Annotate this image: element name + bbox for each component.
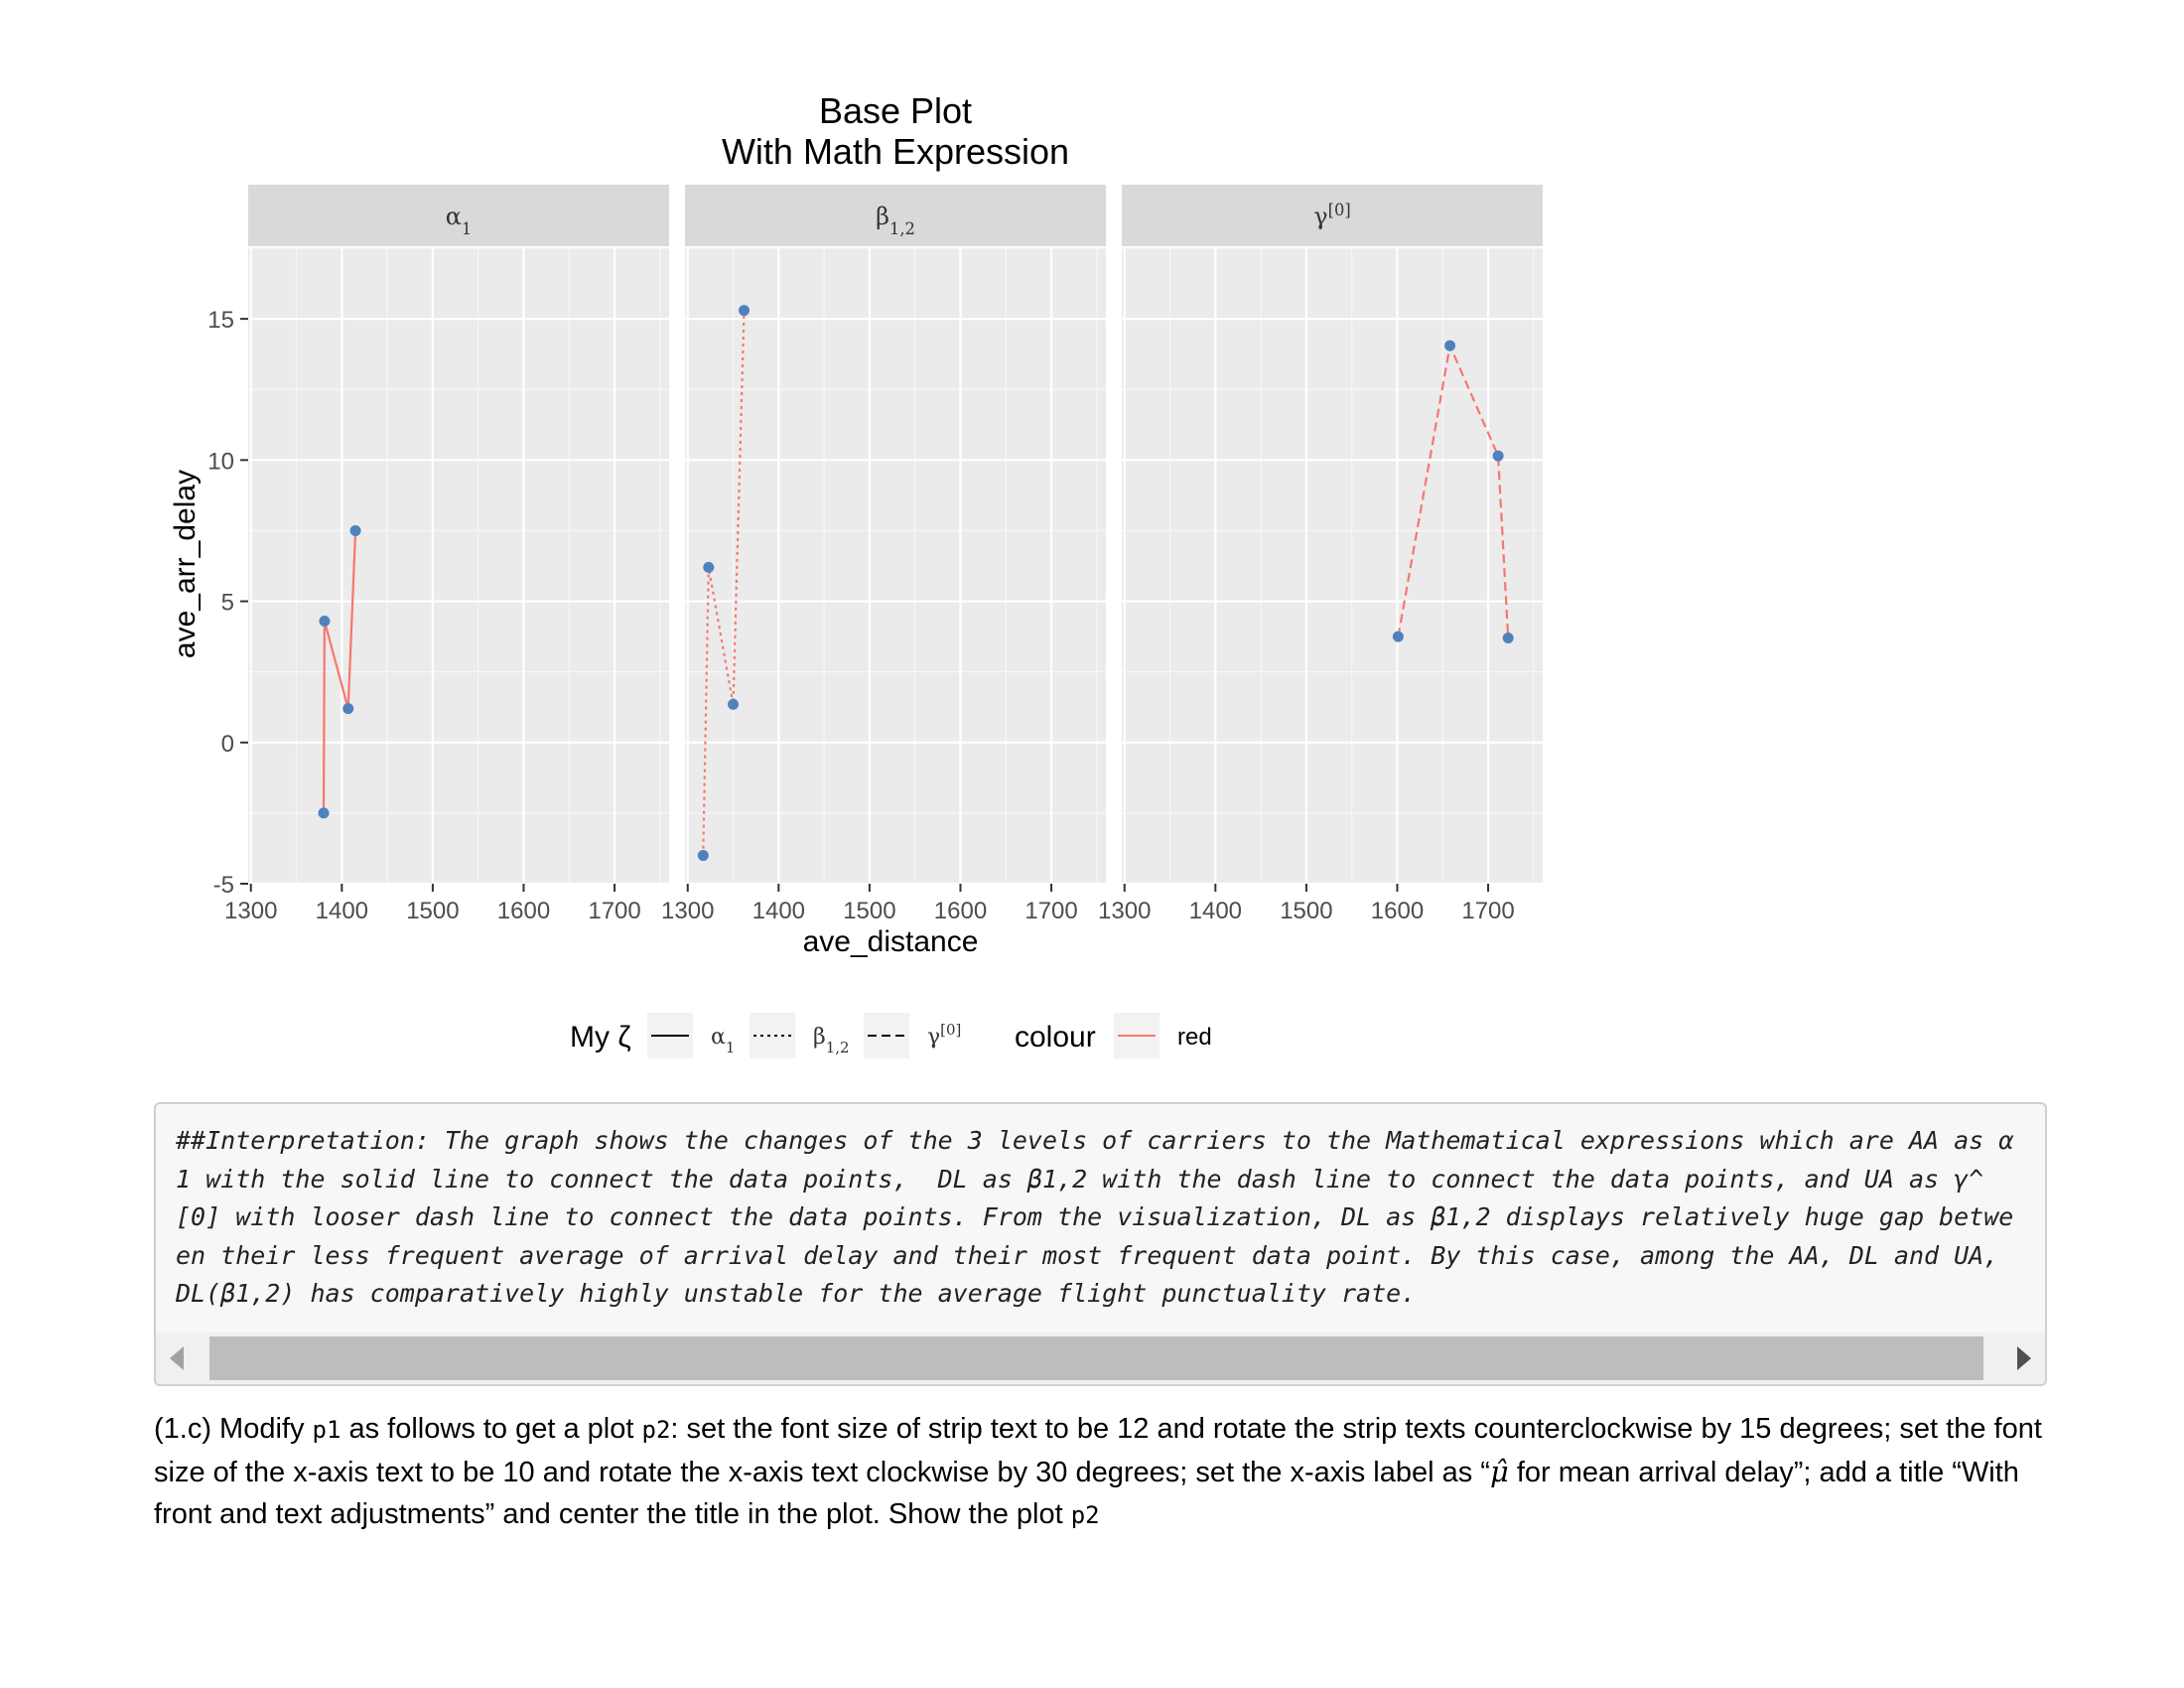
data-point: [697, 850, 709, 862]
legend-label: γ[0]: [927, 1021, 961, 1050]
y-tick-label: 15: [207, 307, 234, 334]
data-point: [1392, 631, 1404, 642]
x-tick-label: 1600: [497, 898, 550, 924]
facet-strip: [685, 185, 1106, 246]
x-tick-label: 1500: [406, 898, 459, 924]
data-point: [728, 698, 740, 710]
legend-title-linetype: My ζ: [570, 1021, 631, 1054]
x-tick-label: 1400: [316, 898, 368, 924]
legend-label: red: [1177, 1024, 1212, 1051]
data-point: [1502, 633, 1514, 644]
data-point: [703, 561, 715, 573]
mu-hat-symbol: μ̂: [1489, 1455, 1509, 1488]
prose-text: (1.c) Modify: [154, 1413, 313, 1445]
data-point: [1492, 450, 1504, 462]
x-tick-label: 1300: [224, 898, 277, 924]
prose-text: : set the font size of strip text to be …: [154, 1413, 2042, 1488]
x-tick-label: 1700: [588, 898, 640, 924]
facet-panel: β1,2: [685, 185, 1106, 886]
x-tick-label: 1300: [1098, 898, 1151, 924]
data-point: [342, 703, 354, 715]
facet-strip: [1122, 185, 1543, 246]
chart-title-line: Base Plot: [819, 90, 972, 131]
x-tick-label: 1500: [843, 898, 895, 924]
y-tick-label: -5: [213, 872, 234, 899]
x-tick-label: 1500: [1280, 898, 1332, 924]
x-tick-label: 1600: [1371, 898, 1424, 924]
x-tick-label: 1700: [1024, 898, 1077, 924]
y-axis-label: ave_arr_delay: [169, 470, 202, 658]
facet-panel: α1: [248, 185, 669, 886]
legend-title-colour: colour: [1015, 1021, 1096, 1054]
code-output-box: ##Interpretation: The graph shows the ch…: [154, 1102, 2047, 1386]
prose-text: for mean arrival delay”; add a title “Wi…: [154, 1457, 2019, 1530]
facet-strip-label: γ[0]: [1313, 201, 1350, 231]
y-tick-label: 5: [221, 590, 234, 617]
facet-panel: γ[0]: [1122, 185, 1543, 886]
scroll-left-arrow-icon[interactable]: [170, 1346, 184, 1370]
scroll-right-arrow-icon[interactable]: [2017, 1346, 2031, 1370]
facet-strip: [248, 185, 669, 246]
facet-strip-label: α1: [446, 203, 473, 238]
legend: My ζ α1 β1,2 γ[0] colour red: [570, 1013, 1212, 1058]
interpretation-text: ##Interpretation: The graph shows the ch…: [176, 1126, 2014, 1308]
chart-title-line: With Math Expression: [722, 131, 1069, 172]
panel-background: [1122, 248, 1543, 884]
x-tick-label: 1400: [752, 898, 805, 924]
y-tick-label: 0: [221, 731, 234, 758]
legend-label: β1,2: [813, 1025, 850, 1056]
scrollbar-thumb[interactable]: [209, 1336, 1983, 1380]
facet-strip-label: β1,2: [876, 203, 915, 238]
inline-code-p1: p1: [312, 1416, 341, 1444]
x-tick-label: 1700: [1461, 898, 1514, 924]
data-point: [349, 524, 361, 536]
data-point: [319, 615, 331, 627]
facet-panels: α1 β1,2 γ[0]: [248, 185, 1543, 886]
series-line: [1397, 342, 1510, 638]
inline-code-p2: p2: [641, 1416, 671, 1444]
prose-text: as follows to get a plot: [341, 1413, 642, 1445]
x-tick-label: 1400: [1189, 898, 1242, 924]
y-tick-label: 10: [207, 448, 234, 475]
x-axis-label: ave_distance: [803, 925, 979, 958]
exercise-instructions: (1.c) Modify p1 as follows to get a plot…: [154, 1408, 2055, 1536]
x-tick-label: 1600: [934, 898, 987, 924]
data-point: [318, 807, 330, 819]
panel-background: [685, 248, 1106, 884]
data-point: [1444, 340, 1456, 352]
legend-label: α1: [711, 1025, 735, 1056]
series-line: [322, 530, 357, 813]
inline-code-p2: p2: [1070, 1501, 1100, 1529]
legend-key: [750, 1013, 795, 1058]
x-tick-label: 1300: [661, 898, 714, 924]
horizontal-scrollbar[interactable]: [156, 1333, 2045, 1384]
panel-background: [248, 248, 669, 884]
data-point: [739, 305, 751, 317]
axes: -5 0 5 10 15 1300 1400 1500 1600 1700 1300 1400 1500…: [169, 307, 1515, 958]
